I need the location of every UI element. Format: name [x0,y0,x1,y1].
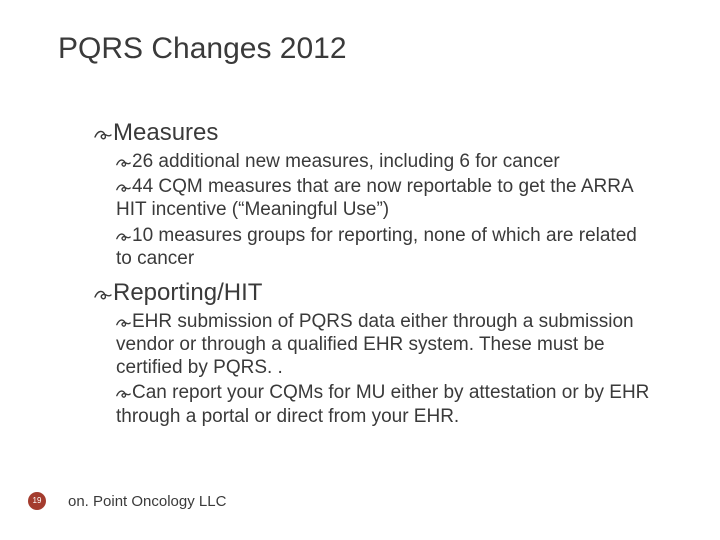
page-number-badge: 19 [28,492,46,510]
bullet-text: 10 measures groups for reporting, none o… [116,225,637,269]
section-heading-text: Reporting/HIT [113,279,262,306]
slide-title: PQRS Changes 2012 [58,32,347,66]
bullet-icon [116,310,131,333]
bullet-icon [94,278,112,308]
slide: PQRS Changes 2012 Measures 26 additional… [0,0,720,540]
bullet-icon [116,381,131,404]
section-heading: Measures [94,118,654,148]
bullet-text: EHR submission of PQRS data either throu… [116,311,634,378]
bullet-icon [94,118,112,148]
footer-company: on. Point Oncology LLC [68,493,226,510]
bullet-item: EHR submission of PQRS data either throu… [116,310,654,380]
bullet-item: 44 CQM measures that are now reportable … [116,175,654,221]
bullet-text: 44 CQM measures that are now reportable … [116,176,633,220]
bullet-text: 26 additional new measures, including 6 … [132,151,560,172]
bullet-text: Can report your CQMs for MU either by at… [116,382,649,426]
bullet-item: 26 additional new measures, including 6 … [116,150,654,173]
section-heading-text: Measures [113,119,218,146]
section-heading: Reporting/HIT [94,278,654,308]
bullet-item: 10 measures groups for reporting, none o… [116,224,654,270]
bullet-icon [116,150,131,173]
bullet-item: Can report your CQMs for MU either by at… [116,381,654,427]
slide-content: Measures 26 additional new measures, inc… [94,110,654,430]
bullet-icon [116,224,131,247]
bullet-icon [116,175,131,198]
